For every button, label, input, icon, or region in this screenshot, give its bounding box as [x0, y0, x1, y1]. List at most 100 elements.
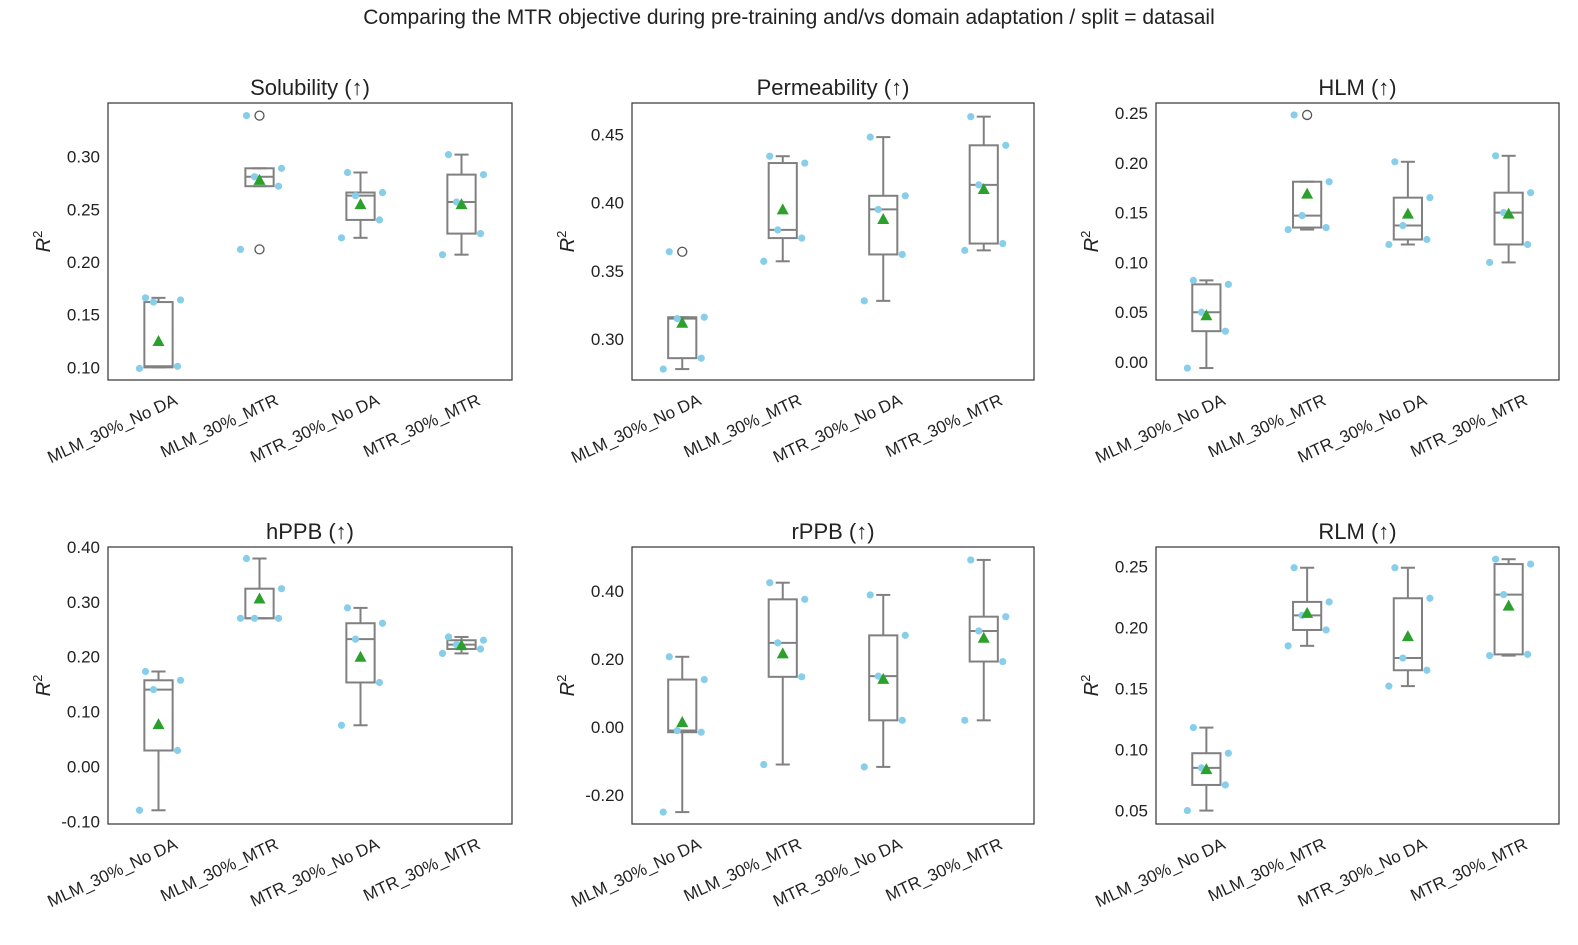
box: [1292, 180, 1323, 229]
y-tick-label: 0.35: [591, 262, 624, 281]
data-point: [1183, 806, 1191, 815]
data-point: [250, 173, 259, 181]
y-axis-label-exponent: 2: [30, 675, 45, 682]
data-point: [135, 364, 144, 373]
mean-marker: [977, 631, 990, 643]
data-point: [135, 806, 144, 814]
mean-marker: [354, 650, 367, 662]
data-point: [337, 721, 346, 729]
data-point: [760, 760, 768, 769]
y-tick-label: 0.25: [1115, 558, 1148, 577]
x-tick-label: MLM_30%_No DA: [45, 834, 181, 911]
box-group: [1486, 152, 1535, 267]
mean-marker: [877, 212, 890, 224]
outlier-marker: [254, 244, 265, 255]
data-point: [774, 639, 782, 647]
box-group: [438, 633, 488, 658]
box: [1392, 597, 1423, 672]
box: [1493, 191, 1524, 246]
data-point: [1399, 654, 1407, 662]
data-point: [173, 362, 182, 370]
chart-panel: RLM (↑) 0.05 0.10 0.15 0.20 0.25 R2 MLM_30%_No …: [1078, 519, 1560, 911]
data-point: [173, 746, 182, 755]
data-point: [351, 192, 360, 200]
data-point: [1426, 594, 1434, 602]
box-group: [860, 591, 909, 771]
box-group: [438, 151, 488, 259]
data-point: [1527, 189, 1535, 197]
data-point: [141, 294, 150, 302]
mean-marker: [1200, 309, 1213, 321]
box: [767, 162, 798, 240]
x-tick-label: MLM_30%_No DA: [1092, 390, 1228, 467]
y-tick-label: 0.10: [1115, 741, 1148, 760]
mean-marker: [253, 173, 266, 185]
box-group: [1183, 723, 1232, 815]
data-point: [866, 133, 874, 141]
mean-marker: [1200, 763, 1213, 775]
box-group: [135, 294, 185, 373]
data-point: [760, 257, 768, 265]
data-point: [665, 653, 673, 661]
y-axis-label: R2: [1078, 231, 1103, 253]
mean-marker: [253, 592, 266, 604]
plot-frame: [631, 546, 1035, 825]
data-point: [798, 673, 806, 681]
box-group: [337, 604, 387, 729]
y-axis-label-exponent: 2: [554, 231, 569, 238]
data-point: [351, 635, 360, 643]
chart-panel: rPPB (↑) -0.20 0.00 0.20 0.40 R2 MLM_30%_No DA…: [554, 519, 1035, 911]
data-point: [1385, 682, 1393, 690]
mean-marker: [455, 198, 468, 210]
x-tick-label: MLM_30%_No DA: [568, 390, 704, 467]
box-group: [1385, 564, 1434, 690]
data-point: [375, 678, 384, 687]
box-group: [1284, 564, 1333, 650]
data-point: [149, 298, 158, 306]
data-point: [659, 365, 667, 373]
data-point: [1385, 240, 1393, 249]
data-point: [898, 250, 906, 259]
data-point: [242, 554, 251, 563]
mean-marker: [152, 718, 165, 730]
mean-marker: [676, 716, 689, 728]
x-tick-label: MLM_30%_No DA: [45, 390, 181, 467]
data-point: [898, 716, 906, 724]
box: [143, 301, 174, 369]
box-group: [337, 168, 387, 242]
data-point: [1325, 598, 1333, 606]
y-tick-label: 0.20: [67, 253, 100, 272]
y-tick-label: 0.40: [67, 538, 100, 557]
data-point: [1524, 650, 1532, 658]
data-point: [343, 604, 352, 612]
data-point: [801, 159, 809, 167]
data-point: [967, 113, 975, 121]
data-point: [176, 296, 185, 304]
y-axis-label-exponent: 2: [30, 231, 45, 238]
y-tick-label: 0.10: [67, 358, 100, 377]
box-group: [1284, 109, 1333, 234]
data-point: [860, 297, 868, 305]
data-point: [1189, 723, 1197, 732]
panel-title: Permeability (↑): [757, 75, 910, 100]
data-point: [444, 633, 453, 641]
box-group: [1385, 158, 1434, 249]
data-point: [1221, 327, 1229, 335]
y-tick-label: 0.25: [1115, 104, 1148, 123]
data-point: [860, 763, 868, 771]
panel-title: hPPB (↑): [266, 519, 354, 544]
data-point: [901, 631, 909, 639]
data-point: [766, 579, 774, 587]
plot-frame: [1155, 102, 1560, 381]
data-point: [274, 182, 283, 190]
data-point: [1492, 152, 1500, 160]
outlier-marker: [677, 246, 688, 257]
y-tick-label: 0.15: [1115, 680, 1148, 699]
y-tick-label: 0.25: [67, 200, 100, 219]
mean-marker: [676, 316, 689, 328]
y-tick-label: 0.20: [67, 648, 100, 667]
data-point: [479, 171, 488, 179]
data-point: [479, 636, 488, 644]
figure-title: Comparing the MTR objective during pre-t…: [363, 6, 1215, 29]
mean-marker: [152, 335, 165, 347]
